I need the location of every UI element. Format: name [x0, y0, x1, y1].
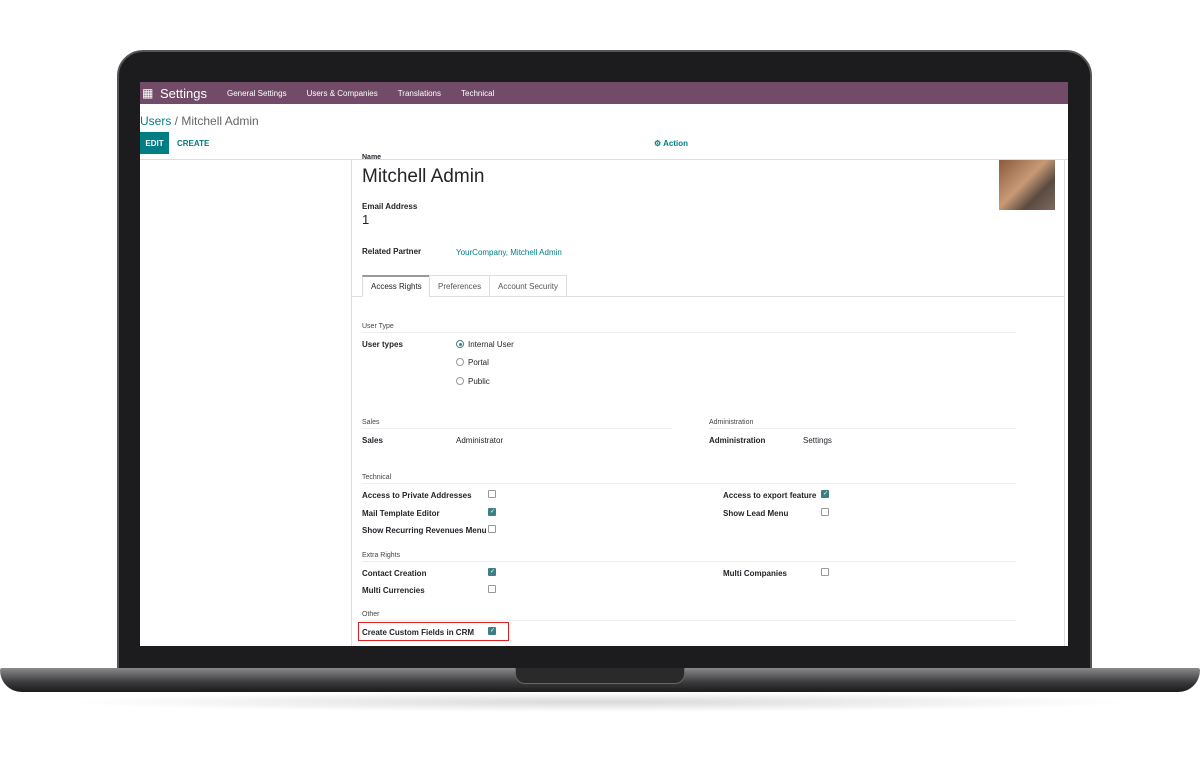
- menu-general-settings[interactable]: General Settings: [226, 88, 287, 98]
- sales-label: Sales: [362, 436, 383, 445]
- field-label: Show Recurring Revenues Menu: [362, 526, 487, 535]
- section-user-type: User Type: [362, 323, 394, 330]
- radio-label: Portal: [468, 358, 489, 367]
- app-title[interactable]: Settings: [160, 85, 207, 101]
- checkbox-recurring-revenues[interactable]: [488, 525, 496, 533]
- email-value: 1: [362, 212, 370, 227]
- administration-label: Administration: [709, 436, 766, 445]
- menu-translations[interactable]: Translations: [397, 88, 441, 98]
- checkbox-export-feature[interactable]: [821, 490, 829, 498]
- radio-internal-user[interactable]: [456, 340, 464, 348]
- partner-label: Related Partner: [362, 247, 422, 256]
- radio-public[interactable]: [456, 377, 464, 385]
- breadcrumb-users[interactable]: Users: [140, 114, 172, 128]
- checkbox-mail-template-editor[interactable]: [488, 508, 496, 516]
- field-label: Access to export feature: [723, 491, 817, 500]
- tab-account-security[interactable]: Account Security: [489, 275, 568, 297]
- apps-grid-icon[interactable]: ▦: [142, 86, 154, 100]
- field-label: Contact Creation: [362, 569, 427, 578]
- email-label: Email Address: [362, 202, 418, 211]
- checkbox-private-addresses[interactable]: [488, 490, 496, 498]
- top-navbar: ▦ Settings General Settings Users & Comp…: [140, 82, 1068, 104]
- radio-label: Internal User: [468, 340, 514, 349]
- sales-value[interactable]: Administrator: [456, 436, 504, 445]
- field-label: Show Lead Menu: [723, 509, 789, 518]
- checkbox-multi-currencies[interactable]: [488, 585, 496, 593]
- field-label: Multi Companies: [723, 569, 788, 578]
- form-sheet: Name Mitchell Admin Email Address 1 Rela…: [351, 154, 1065, 646]
- section-other: Other: [362, 611, 380, 618]
- tab-access-rights[interactable]: Access Rights: [362, 275, 431, 297]
- create-button[interactable]: CREATE: [177, 139, 210, 148]
- name-label: Name: [362, 154, 382, 161]
- field-label: Mail Template Editor: [362, 509, 440, 518]
- highlight-box: [358, 622, 509, 641]
- administration-value[interactable]: Settings: [803, 436, 832, 445]
- checkbox-custom-fields-crm[interactable]: [488, 627, 496, 635]
- field-label: Multi Currencies: [362, 586, 425, 595]
- tab-preferences[interactable]: Preferences: [429, 275, 491, 297]
- checkbox-contact-creation[interactable]: [488, 568, 496, 576]
- checkbox-show-lead-menu[interactable]: [821, 508, 829, 516]
- breadcrumb: Users / Mitchell Admin: [140, 114, 259, 128]
- section-sales: Sales: [362, 419, 380, 426]
- section-technical: Technical: [362, 474, 392, 481]
- user-avatar[interactable]: [999, 160, 1055, 210]
- user-name: Mitchell Admin: [362, 166, 485, 187]
- field-label: Create Custom Fields in CRM: [362, 628, 475, 637]
- screen: ▦ Settings General Settings Users & Comp…: [140, 82, 1068, 646]
- radio-portal[interactable]: [456, 358, 464, 366]
- section-extra-rights: Extra Rights: [362, 552, 401, 559]
- laptop-shadow: [60, 692, 1140, 712]
- menu-technical[interactable]: Technical: [461, 88, 495, 98]
- user-types-label: User types: [362, 340, 403, 349]
- field-label: Access to Private Addresses: [362, 491, 472, 500]
- breadcrumb-current: Mitchell Admin: [181, 114, 259, 128]
- control-panel: Users / Mitchell Admin: [140, 104, 1068, 160]
- menu-users-companies[interactable]: Users & Companies: [306, 88, 378, 98]
- action-button[interactable]: ⚙ Action: [654, 139, 688, 148]
- section-administration: Administration: [709, 419, 754, 426]
- edit-button[interactable]: EDIT: [140, 132, 169, 154]
- radio-label: Public: [468, 377, 490, 386]
- laptop-notch: [515, 668, 685, 684]
- checkbox-multi-companies[interactable]: [821, 568, 829, 576]
- partner-link[interactable]: YourCompany, Mitchell Admin: [456, 248, 562, 257]
